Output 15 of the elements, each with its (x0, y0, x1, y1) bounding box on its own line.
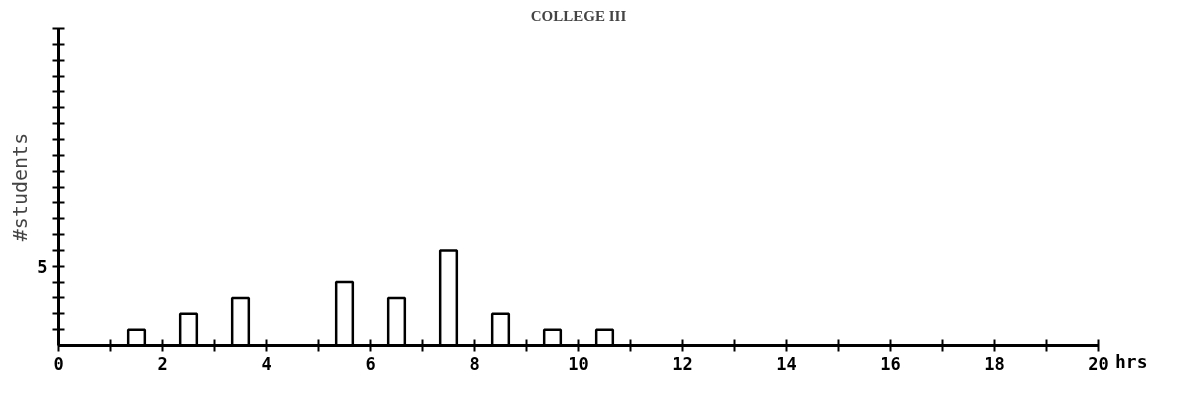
x-tick-label: 2 (157, 353, 168, 374)
x-tick-label: 16 (880, 353, 901, 374)
x-tick-label: 12 (672, 353, 693, 374)
x-tick-label: 14 (776, 353, 797, 374)
x-tick-label: 0 (53, 353, 64, 374)
x-tick-label: 6 (365, 353, 376, 374)
x-tick-label: 4 (261, 353, 272, 374)
y-axis-title: #students (8, 132, 33, 242)
x-tick-label: 20 (1088, 353, 1109, 374)
x-axis-title: hrs (1115, 350, 1148, 374)
y-tick-label: 5 (37, 256, 48, 277)
x-tick-label: 8 (469, 353, 480, 374)
x-tick-label: 18 (984, 353, 1005, 374)
chart-title: COLLEGE III (530, 7, 627, 24)
x-tick-label: 10 (568, 353, 589, 374)
